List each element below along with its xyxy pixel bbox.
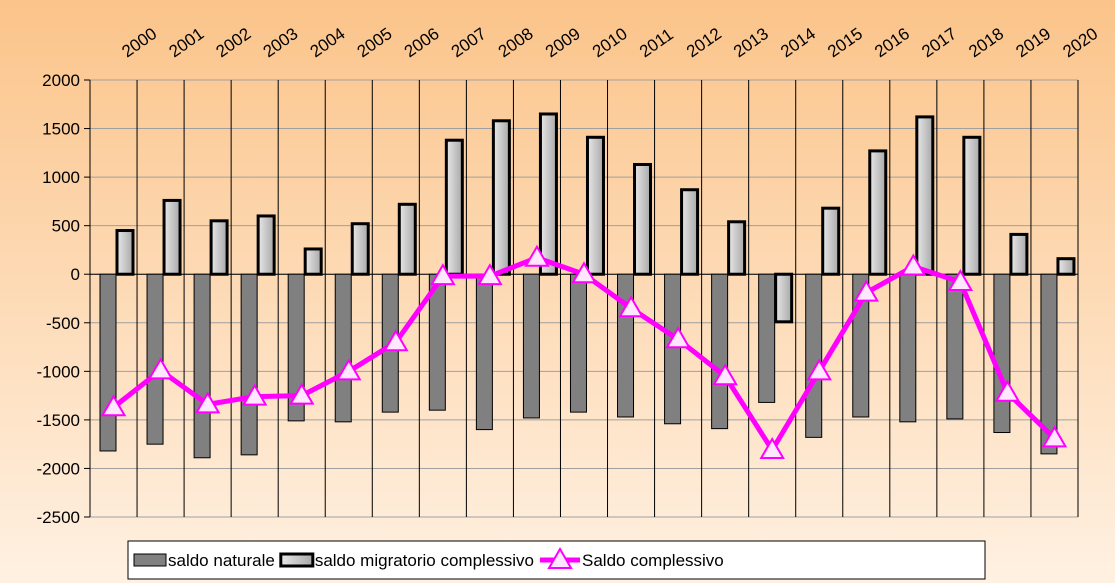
marker <box>524 244 550 267</box>
y-tick-label: 2000 <box>42 71 80 90</box>
legend-swatch <box>133 553 167 567</box>
bar <box>162 198 182 276</box>
y-tick-label: -2500 <box>37 508 80 527</box>
marker <box>994 379 1021 402</box>
bar <box>1056 257 1076 276</box>
legend-label: saldo migratorio complessivo <box>315 551 534 570</box>
bar <box>146 273 164 445</box>
legend-label: saldo naturale <box>168 551 275 570</box>
marker <box>571 261 597 284</box>
bar <box>397 202 417 276</box>
legend-item: Saldo complessivo <box>540 547 724 570</box>
bar <box>946 273 964 420</box>
marker <box>288 382 315 405</box>
bar <box>711 273 729 430</box>
marker <box>712 363 738 386</box>
bar <box>868 149 888 276</box>
bar <box>569 273 587 413</box>
bar <box>491 119 511 276</box>
marker <box>147 357 174 380</box>
marker <box>853 279 880 302</box>
bar <box>303 247 323 276</box>
bar <box>758 273 776 403</box>
y-tick-label: 1000 <box>42 168 80 187</box>
bar <box>664 273 682 425</box>
y-tick-label: -1000 <box>37 362 80 381</box>
y-tick-label: -2000 <box>37 459 80 478</box>
legend-marker <box>547 547 573 569</box>
legend-item: saldo naturale <box>133 551 275 570</box>
legend-item: saldo migratorio complessivo <box>279 551 534 570</box>
bar <box>962 135 982 276</box>
bar <box>475 273 493 431</box>
marker <box>1041 425 1068 448</box>
bar <box>915 115 935 276</box>
marker <box>241 383 268 406</box>
marker <box>806 358 832 381</box>
marker <box>947 268 974 291</box>
bar <box>1009 232 1029 276</box>
marker <box>430 263 456 286</box>
bar <box>538 112 558 276</box>
marker <box>194 391 221 414</box>
bar <box>1040 273 1058 455</box>
bar <box>821 206 841 276</box>
legend-label: Saldo complessivo <box>582 551 724 570</box>
y-tick-label: -500 <box>46 314 80 333</box>
bar <box>209 219 229 276</box>
marker <box>759 436 785 459</box>
bar <box>287 273 305 422</box>
marker <box>665 326 691 349</box>
bar <box>522 273 540 419</box>
bar <box>444 138 464 276</box>
bar <box>899 273 917 423</box>
marker <box>383 329 409 352</box>
marker <box>477 263 503 286</box>
bar <box>585 135 605 276</box>
y-tick-label: 1500 <box>42 120 80 139</box>
marker <box>618 295 644 318</box>
marker <box>100 394 127 417</box>
bar <box>680 188 700 276</box>
bar <box>99 273 117 452</box>
bar <box>256 214 276 276</box>
y-tick-label: 500 <box>52 217 80 236</box>
marker <box>900 253 927 276</box>
bar <box>805 273 823 438</box>
bar <box>115 229 135 276</box>
bar <box>334 273 352 423</box>
legend-swatch <box>279 552 315 568</box>
y-tick-label: -1500 <box>37 411 80 430</box>
bar <box>774 272 794 324</box>
bar <box>993 273 1011 434</box>
bar <box>240 273 258 456</box>
bar <box>350 222 370 276</box>
bar <box>193 273 211 459</box>
bar <box>727 220 747 276</box>
marker <box>336 358 362 381</box>
y-tick-label: 0 <box>71 265 80 284</box>
bar <box>633 162 653 276</box>
